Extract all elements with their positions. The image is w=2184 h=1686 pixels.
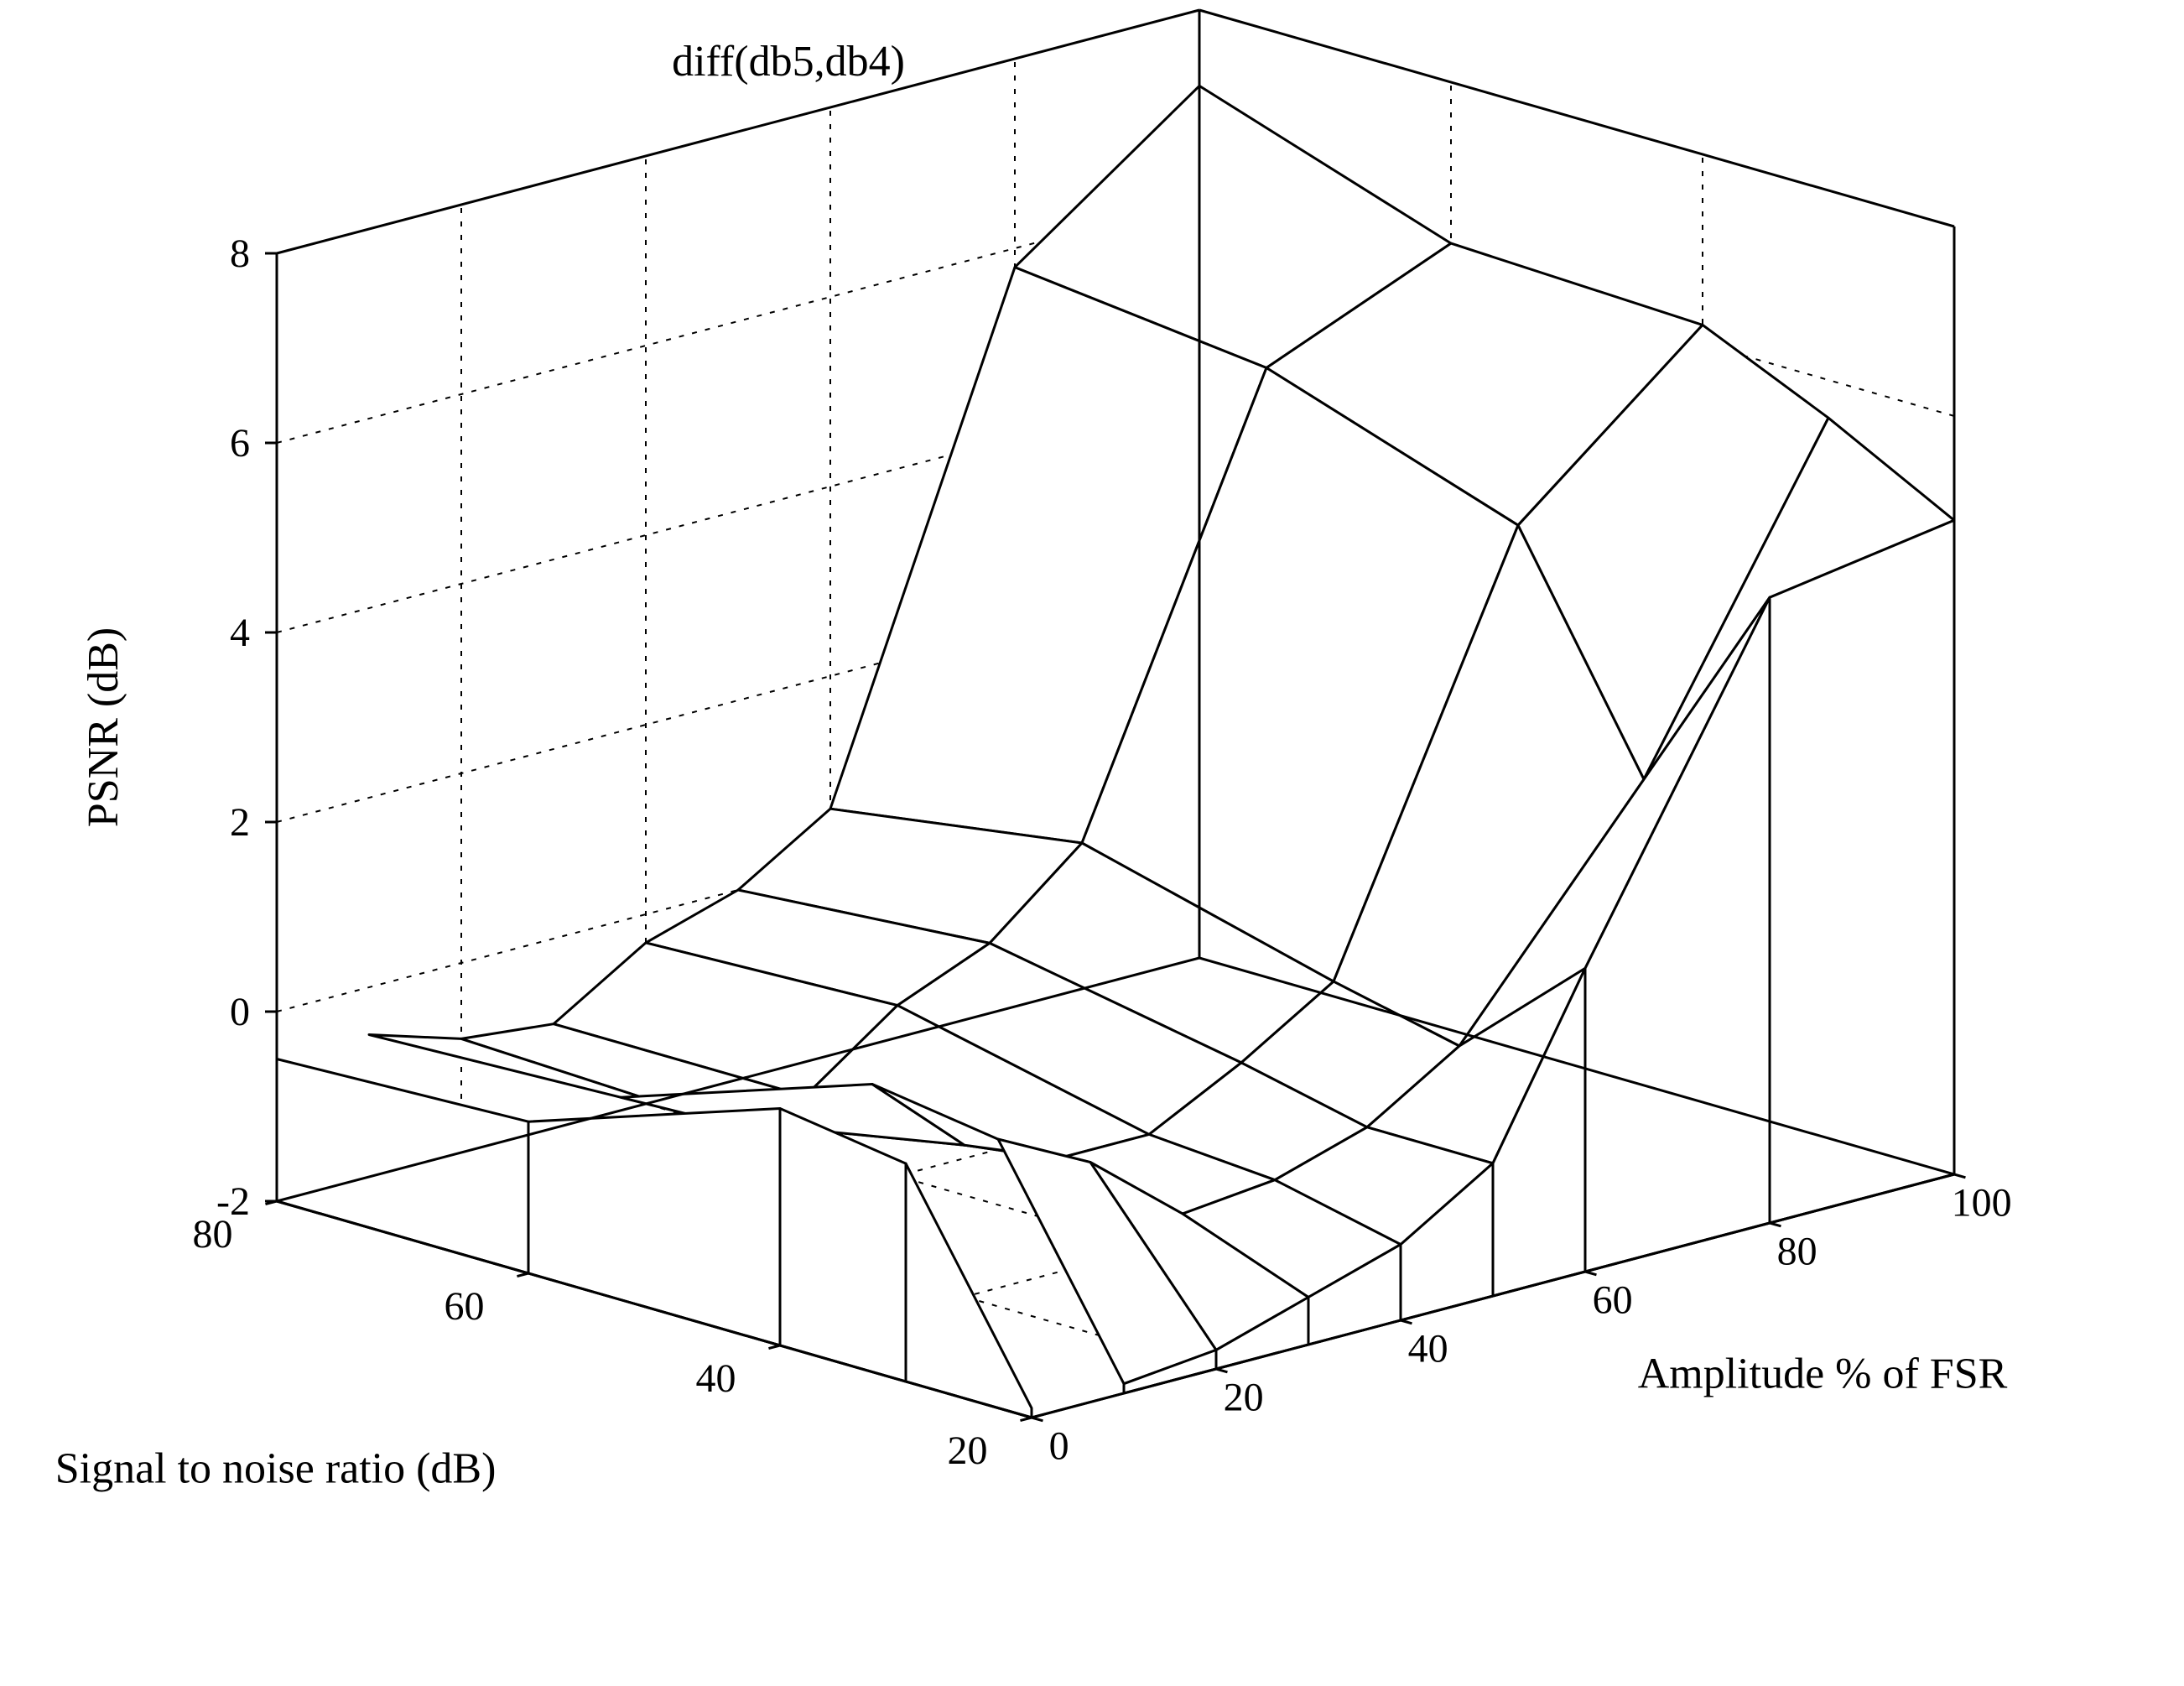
x-axis-label: Amplitude % of FSR	[1638, 1350, 2008, 1398]
z-tick-label: 6	[230, 421, 250, 466]
z-axis-label: PSNR (dB)	[80, 627, 127, 827]
x-tick-label: 80	[1777, 1229, 1817, 1273]
x-tick-label: 100	[1952, 1180, 2012, 1225]
y-tick-label: 20	[947, 1428, 987, 1473]
chart-svg: 02040608010020406080-202468Amplitude % o…	[0, 0, 2184, 1686]
z-tick-label: 8	[230, 232, 250, 276]
z-tick-label: 0	[230, 990, 250, 1034]
x-tick-label: 0	[1049, 1423, 1069, 1468]
x-tick-label: 20	[1224, 1375, 1264, 1419]
surface-chart: 02040608010020406080-202468Amplitude % o…	[0, 0, 2184, 1686]
x-tick-label: 40	[1408, 1326, 1448, 1371]
z-tick-label: -2	[216, 1179, 250, 1224]
z-tick-label: 2	[230, 800, 250, 845]
y-axis-label: Signal to noise ratio (dB)	[55, 1444, 497, 1492]
y-tick-label: 40	[695, 1356, 736, 1401]
chart-title: diff(db5,db4)	[672, 38, 905, 86]
x-tick-label: 60	[1593, 1278, 1633, 1322]
surface-mesh	[277, 86, 1954, 1418]
y-tick-label: 60	[444, 1284, 484, 1329]
z-tick-label: 4	[230, 611, 250, 655]
